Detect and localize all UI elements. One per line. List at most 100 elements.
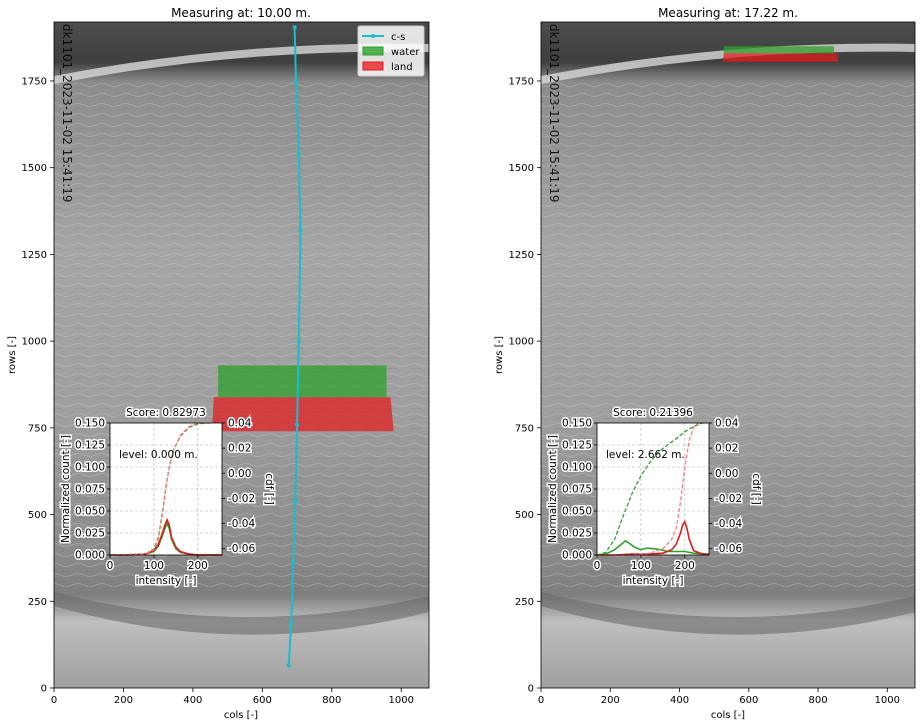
y-tick-label: 1000: [509, 337, 534, 348]
y-tick-label: 500: [28, 510, 47, 521]
right-inset-level: level: 2.662 m.: [606, 449, 685, 461]
inset-y-tick-label: 0.100: [75, 462, 105, 474]
y-tick-label: 1750: [22, 76, 47, 87]
right-y-axis-label: rows [-]: [494, 336, 505, 374]
inset-y-tick-label: 0.000: [562, 550, 592, 562]
legend-land-patch: [362, 61, 384, 71]
inset-y-tick-label: 0.100: [562, 462, 592, 474]
inset-y-tick-label: 0.050: [562, 506, 592, 518]
cross-section-point: [294, 78, 299, 83]
x-tick-label: 800: [322, 695, 341, 706]
y-tick-label: 0: [41, 684, 47, 695]
cross-section-point: [291, 561, 296, 566]
inset-y-right-tick-label: 0.00: [228, 468, 251, 480]
cross-section-point: [286, 663, 291, 668]
right-photo-background: [541, 22, 915, 688]
inset-y-right-tick-label: 0.02: [228, 443, 251, 455]
inset-y-right-tick-label: 0.04: [228, 418, 252, 430]
inset-x-tick-label: 200: [188, 560, 208, 572]
inset-y-right-tick-label: 0.00: [715, 468, 738, 480]
right-inset-lines: [596, 422, 710, 556]
y-tick-label: 250: [515, 597, 534, 608]
y-tick-label: 1250: [509, 250, 534, 261]
right-overlays: [722, 46, 839, 62]
inset-x-tick-label: 100: [631, 560, 651, 572]
left-x-ticks: 0 200 400 600 800 1000: [51, 688, 414, 706]
right-inset-y-label: Normalized count [-]: [547, 435, 559, 543]
left-water-area: [218, 365, 387, 398]
inset-y-right-tick-label: 0.02: [715, 443, 738, 455]
inset-y-tick-label: 0.150: [75, 418, 105, 430]
left-cross-section-line: [287, 27, 302, 666]
x-tick-label: 1000: [875, 695, 900, 706]
inset-y-right-tick-label: 0.04: [715, 418, 739, 430]
cross-section-point: [289, 621, 294, 626]
left-chart-title: Measuring at: 10.00 m.: [171, 6, 311, 20]
left-y-ticks: 0 250 500 750 1000 1250 1500 1750: [22, 76, 54, 695]
y-tick-label: 500: [515, 510, 534, 521]
right-inset-histogram: 0 100 200 0.000 0.025 0.050 0.075 0.100 0.125 0.1…: [546, 406, 764, 589]
inset-y-right-tick-label: -0.02: [228, 493, 255, 505]
y-tick-label: 1000: [22, 337, 47, 348]
y-tick-label: 250: [28, 597, 47, 608]
inset-y-right-tick-label: -0.06: [228, 543, 255, 555]
x-tick-label: 600: [739, 695, 758, 706]
left-inset-lines: [109, 422, 222, 556]
inset-y-right-tick-label: -0.06: [715, 543, 742, 555]
inset-x-tick-label: 0: [107, 560, 114, 572]
right-chart-title: Measuring at: 17.22 m.: [658, 6, 798, 20]
inset-y-tick-label: 0.025: [562, 528, 592, 540]
right-y-ticks: 0 250 500 750 1000 1250 1500 1750: [509, 76, 541, 695]
right-watermark: dk1101_2023-11-02 15:41:19: [547, 24, 561, 203]
cross-section-point: [292, 25, 297, 30]
inset-y-right-tick-label: -0.04: [228, 518, 255, 530]
cross-section-point: [296, 151, 301, 156]
right-inset-x-label: intensity [-]: [623, 575, 684, 587]
left-inset-y-label: Normalized count [-]: [60, 435, 72, 543]
cross-section-point: [296, 339, 301, 344]
right-axes-frame: [540, 21, 916, 689]
right-inset-y-right-label: cdf [-]: [750, 473, 762, 504]
inset-land-hist-line: [597, 519, 710, 556]
left-y-axis-label: rows [-]: [7, 336, 18, 374]
y-tick-label: 1750: [509, 76, 534, 87]
x-tick-label: 400: [183, 695, 202, 706]
inset-water-hist-line: [596, 539, 710, 556]
left-inset-histogram: 0 100 200 0.000 0.025 0.050 0.075 0.100 0.125 0.1…: [59, 406, 277, 589]
left-inset-y-right-label: cdf [-]: [263, 473, 275, 504]
right-inset-score: Score: 0.21396: [613, 407, 693, 419]
inset-y-tick-label: 0.000: [75, 550, 105, 562]
y-tick-label: 1500: [509, 163, 534, 174]
cross-section-point: [293, 498, 298, 503]
x-tick-label: 1000: [388, 695, 413, 706]
left-land-area: [212, 397, 394, 432]
left-chart-panel: Measuring at: 10.00 m. dk1101_2023-11-02…: [7, 6, 430, 721]
left-photo-background: [54, 22, 429, 688]
inset-y-right-tick-label: -0.04: [715, 518, 742, 530]
legend-water-label: water: [391, 47, 420, 58]
inset-y-tick-label: 0.125: [75, 440, 105, 452]
x-tick-label: 0: [538, 695, 544, 706]
x-tick-label: 400: [670, 695, 689, 706]
right-x-axis-label: cols [-]: [711, 710, 745, 721]
inset-y-tick-label: 0.025: [75, 528, 105, 540]
legend-cs-marker: [371, 34, 375, 38]
x-tick-label: 0: [51, 695, 57, 706]
left-legend: c-s water land: [357, 25, 425, 77]
inset-x-tick-label: 0: [594, 560, 601, 572]
cross-section-point: [298, 228, 303, 233]
x-tick-label: 600: [253, 695, 272, 706]
y-tick-label: 1250: [22, 250, 47, 261]
inset-y-tick-label: 0.075: [75, 484, 105, 496]
left-x-axis-label: cols [-]: [224, 710, 258, 721]
inset-y-tick-label: 0.150: [562, 418, 592, 430]
inset-y-tick-label: 0.125: [562, 440, 592, 452]
right-chart-panel: Measuring at: 17.22 m. dk1101_2023-11-02…: [494, 6, 916, 721]
right-inset-ticks: 0 100 200 0.000 0.025 0.050 0.075 0.100 0.125 0.1…: [560, 416, 744, 574]
left-watermark: dk1101_2023-11-02 15:41:19: [60, 24, 74, 203]
left-overlays: [212, 25, 394, 668]
y-tick-label: 0: [528, 684, 534, 695]
right-x-ticks: 0 200 400 600 800 1000: [538, 688, 900, 706]
left-inset-ticks: 0 100 200 0.000 0.025 0.050 0.075 0.100 0.125 0.1…: [73, 416, 257, 574]
